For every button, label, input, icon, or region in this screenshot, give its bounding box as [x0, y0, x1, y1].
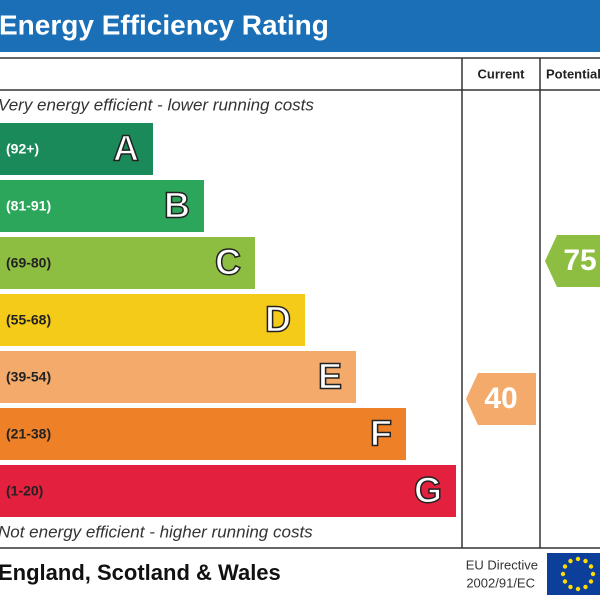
directive: EU Directive [466, 557, 538, 572]
band-letter: C [215, 242, 241, 283]
star [583, 558, 588, 564]
band [0, 237, 255, 289]
band-letter: G [414, 470, 442, 511]
star [590, 571, 596, 577]
star [583, 584, 588, 590]
star [588, 564, 594, 569]
star [562, 579, 568, 584]
band-range: (81-91) [6, 198, 51, 214]
band-letter: D [265, 299, 291, 340]
band [0, 180, 204, 232]
potential-value: 75 [563, 244, 596, 277]
frame [0, 57, 600, 549]
star [560, 571, 566, 577]
band-range: (1-20) [6, 483, 43, 499]
column-header: Current [478, 66, 526, 81]
band-letter: B [164, 185, 190, 226]
star [568, 584, 573, 590]
bottom-note: Not energy efficient - higher running co… [0, 522, 313, 541]
band-letter: F [370, 413, 392, 454]
star [575, 586, 581, 592]
band-letter: A [113, 128, 139, 169]
star [568, 558, 573, 564]
band [0, 408, 406, 460]
band [0, 351, 356, 403]
band [0, 465, 456, 517]
footer-region: England, Scotland & Wales [0, 560, 281, 585]
column-header: Potential [546, 66, 600, 81]
eu-stars [560, 556, 596, 592]
band [0, 294, 305, 346]
band-range: (39-54) [6, 369, 51, 385]
title-bar [0, 0, 600, 52]
band-letter: E [318, 356, 342, 397]
star [588, 579, 594, 584]
band-range: (21-38) [6, 426, 51, 442]
band-range: (69-80) [6, 255, 51, 271]
directive: 2002/91/EC [466, 575, 535, 590]
title: Energy Efficiency Rating [0, 9, 329, 40]
star [575, 556, 581, 562]
top-note: Very energy efficient - lower running co… [0, 95, 314, 114]
star [562, 564, 568, 569]
band [0, 123, 153, 175]
current-arrow [466, 373, 536, 425]
band-range: (92+) [6, 141, 39, 157]
band-range: (55-68) [6, 312, 51, 328]
potential-arrow [545, 235, 600, 287]
current-value: 40 [484, 382, 517, 415]
